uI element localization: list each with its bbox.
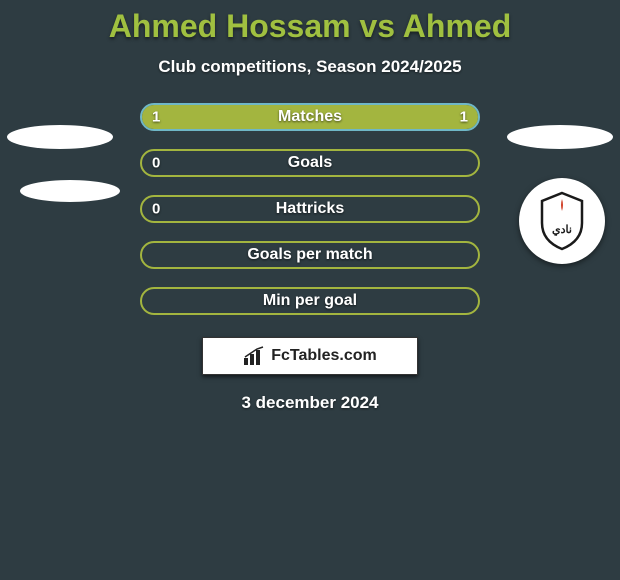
stat-label: Goals	[288, 154, 332, 172]
stat-row: Min per goal	[140, 287, 480, 315]
stat-row: Goals 0	[140, 149, 480, 177]
brand-box[interactable]: FcTables.com	[202, 337, 418, 375]
stat-label: Min per goal	[263, 292, 357, 310]
stat-label: Matches	[278, 108, 342, 126]
svg-text:نادي: نادي	[552, 224, 572, 237]
stat-label: Goals per match	[247, 246, 372, 264]
left-placeholder-1	[7, 125, 113, 149]
club-badge: نادي	[519, 178, 605, 264]
left-placeholder-2	[20, 180, 120, 202]
bars-icon	[243, 346, 265, 366]
stat-label: Hattricks	[276, 200, 344, 218]
page-title: Ahmed Hossam vs Ahmed	[0, 0, 620, 45]
stat-row: Hattricks 0	[140, 195, 480, 223]
stat-value-left: 0	[152, 155, 160, 172]
brand-text: FcTables.com	[271, 347, 377, 365]
stat-value-right: 1	[460, 109, 468, 126]
date-text: 3 december 2024	[0, 393, 620, 413]
stat-value-left: 0	[152, 201, 160, 218]
club-badge-icon: نادي	[530, 189, 594, 253]
subtitle: Club competitions, Season 2024/2025	[0, 57, 620, 77]
stat-row: Matches 1 1	[140, 103, 480, 131]
stat-row: Goals per match	[140, 241, 480, 269]
right-placeholder-1	[507, 125, 613, 149]
stat-value-left: 1	[152, 109, 160, 126]
